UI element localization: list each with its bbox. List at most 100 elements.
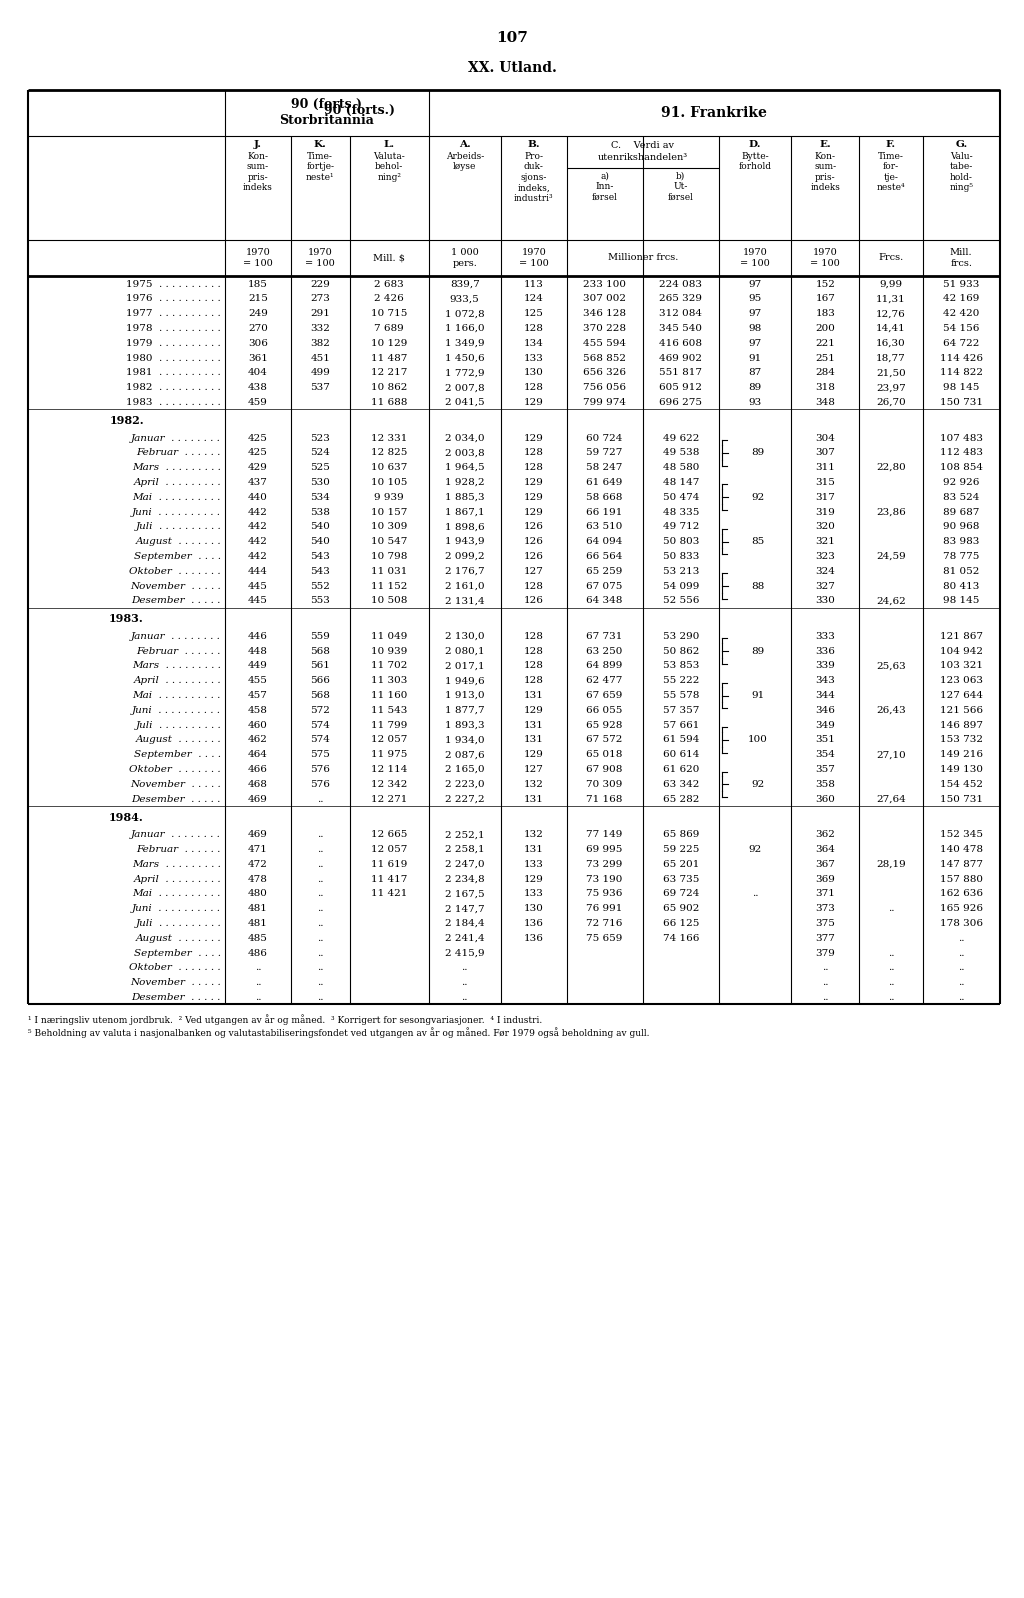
Text: D.: D.	[749, 141, 761, 149]
Text: 273: 273	[310, 294, 330, 304]
Text: August  . . . . . . .: August . . . . . . .	[135, 933, 221, 943]
Text: 129: 129	[523, 492, 544, 502]
Text: 2 176,7: 2 176,7	[445, 567, 484, 575]
Text: 530: 530	[310, 478, 330, 487]
Text: 78 775: 78 775	[943, 551, 979, 561]
Text: J.: J.	[254, 141, 262, 149]
Text: 373: 373	[815, 904, 836, 912]
Text: 22,80: 22,80	[877, 463, 906, 471]
Text: 61 649: 61 649	[587, 478, 623, 487]
Text: 10 547: 10 547	[371, 537, 408, 547]
Text: 445: 445	[248, 582, 268, 591]
Text: 121 566: 121 566	[940, 706, 983, 714]
Text: 1 934,0: 1 934,0	[445, 735, 484, 745]
Text: XX. Utland.: XX. Utland.	[468, 61, 556, 75]
Text: 114 426: 114 426	[940, 353, 983, 363]
Text: 460: 460	[248, 721, 268, 730]
Text: ..: ..	[317, 919, 324, 928]
Text: 42 169: 42 169	[943, 294, 979, 304]
Text: 1 913,0: 1 913,0	[445, 690, 484, 700]
Text: 10 862: 10 862	[371, 384, 408, 392]
Text: 1 072,8: 1 072,8	[445, 310, 484, 318]
Text: 26,70: 26,70	[877, 398, 906, 407]
Text: 11 543: 11 543	[371, 706, 408, 714]
Text: 88: 88	[752, 582, 765, 591]
Text: Juni  . . . . . . . . . .: Juni . . . . . . . . . .	[132, 706, 221, 714]
Text: 152: 152	[815, 280, 836, 289]
Text: 185: 185	[248, 280, 268, 289]
Text: 11 049: 11 049	[371, 631, 408, 641]
Text: 90 (forts.): 90 (forts.)	[291, 97, 362, 110]
Text: ..: ..	[958, 949, 965, 957]
Text: Februar  . . . . . .: Februar . . . . . .	[136, 449, 221, 457]
Text: 127: 127	[523, 765, 544, 773]
Text: 165 926: 165 926	[940, 904, 983, 912]
Text: 133: 133	[523, 890, 544, 898]
Text: 69 724: 69 724	[663, 890, 699, 898]
Text: 95: 95	[749, 294, 762, 304]
Text: 27,64: 27,64	[877, 794, 906, 804]
Text: 63 735: 63 735	[663, 874, 699, 884]
Text: 1 772,9: 1 772,9	[445, 369, 484, 377]
Text: ..: ..	[958, 992, 965, 1002]
Text: ..: ..	[462, 978, 468, 988]
Text: 98 145: 98 145	[943, 596, 979, 606]
Text: 1983.: 1983.	[110, 614, 144, 625]
Text: 65 869: 65 869	[663, 831, 699, 839]
Text: 537: 537	[310, 384, 330, 392]
Text: 324: 324	[815, 567, 836, 575]
Text: 312 084: 312 084	[659, 310, 702, 318]
Text: 12 342: 12 342	[371, 780, 408, 789]
Text: Mill.
frcs.: Mill. frcs.	[950, 248, 973, 268]
Text: 404: 404	[248, 369, 268, 377]
Text: 131: 131	[523, 794, 544, 804]
Text: 178 306: 178 306	[940, 919, 983, 928]
Text: ..: ..	[888, 992, 894, 1002]
Text: Time-
for-
tje-
neste⁴: Time- for- tje- neste⁴	[877, 152, 905, 192]
Text: 61 620: 61 620	[663, 765, 699, 773]
Text: 304: 304	[815, 433, 836, 443]
Text: Mai  . . . . . . . . . .: Mai . . . . . . . . . .	[133, 690, 221, 700]
Text: 11 688: 11 688	[371, 398, 408, 407]
Text: 49 538: 49 538	[663, 449, 699, 457]
Text: 89: 89	[749, 384, 762, 392]
Text: 11 487: 11 487	[371, 353, 408, 363]
Text: 128: 128	[523, 449, 544, 457]
Text: 233 100: 233 100	[583, 280, 626, 289]
Text: 131: 131	[523, 721, 544, 730]
Text: 55 578: 55 578	[663, 690, 699, 700]
Text: 568: 568	[310, 690, 330, 700]
Text: 344: 344	[815, 690, 836, 700]
Text: 67 075: 67 075	[587, 582, 623, 591]
Text: utenrikshandelen³: utenrikshandelen³	[598, 153, 688, 163]
Text: 89: 89	[752, 449, 765, 457]
Text: Valuta-
behol-
ning²: Valuta- behol- ning²	[374, 152, 406, 182]
Text: 10 637: 10 637	[371, 463, 408, 471]
Text: 52 556: 52 556	[663, 596, 699, 606]
Text: 73 299: 73 299	[587, 860, 623, 869]
Text: K.: K.	[313, 141, 327, 149]
Text: 2 415,9: 2 415,9	[445, 949, 484, 957]
Text: 67 659: 67 659	[587, 690, 623, 700]
Text: 98 145: 98 145	[943, 384, 979, 392]
Text: 478: 478	[248, 874, 268, 884]
Text: 112 483: 112 483	[940, 449, 983, 457]
Text: 12,76: 12,76	[877, 310, 906, 318]
Text: 2 252,1: 2 252,1	[445, 831, 484, 839]
Text: 442: 442	[248, 508, 268, 516]
Text: 131: 131	[523, 690, 544, 700]
Text: 799 974: 799 974	[583, 398, 626, 407]
Text: 343: 343	[815, 676, 836, 686]
Text: 469: 469	[248, 794, 268, 804]
Text: 90 (forts.): 90 (forts.)	[325, 104, 395, 117]
Text: 370 228: 370 228	[583, 324, 626, 332]
Text: Frcs.: Frcs.	[879, 254, 903, 262]
Text: ..: ..	[255, 978, 261, 988]
Text: 229: 229	[310, 280, 330, 289]
Text: 437: 437	[248, 478, 268, 487]
Text: August  . . . . . . .: August . . . . . . .	[135, 735, 221, 745]
Text: 333: 333	[815, 631, 836, 641]
Text: 10 508: 10 508	[371, 596, 408, 606]
Text: ..: ..	[822, 964, 828, 973]
Text: 162 636: 162 636	[940, 890, 983, 898]
